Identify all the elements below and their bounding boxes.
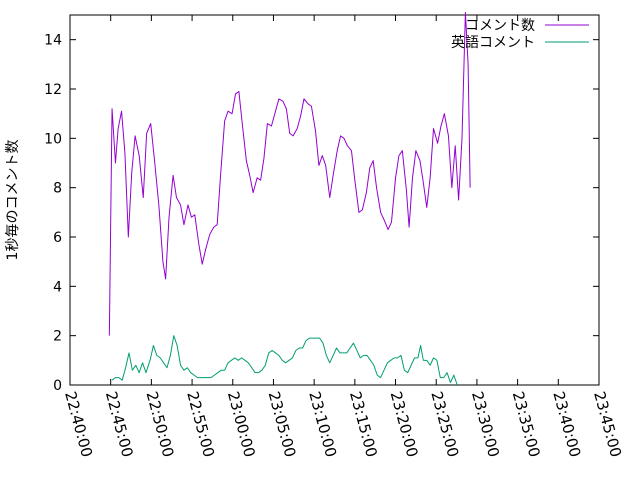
y-tick-label: 0 [53, 378, 62, 394]
series-line-2 [111, 335, 458, 386]
x-tick-label: 23:05:00 [265, 389, 300, 459]
series-line-1 [108, 12, 471, 336]
x-tick-label: 23:15:00 [346, 389, 381, 459]
x-tick-label: 23:10:00 [305, 389, 340, 459]
y-tick-label: 8 [53, 181, 62, 197]
x-tick-label: 22:40:00 [61, 389, 96, 459]
x-tick-label: 23:20:00 [387, 389, 422, 459]
x-tick-label: 23:45:00 [590, 389, 625, 459]
series-lines [108, 12, 471, 386]
x-tick-label: 23:00:00 [224, 389, 259, 459]
legend-label: コメント数 [465, 18, 535, 34]
y-tick-label: 14 [44, 33, 62, 49]
x-tick-label: 23:25:00 [427, 389, 462, 459]
y-tick-label: 2 [53, 329, 62, 345]
y-tick-label: 10 [44, 131, 62, 147]
x-tick-label: 23:35:00 [509, 389, 544, 459]
x-tick-label: 22:45:00 [102, 389, 137, 459]
x-tick-label: 22:50:00 [143, 389, 178, 459]
y-tick-label: 6 [53, 230, 62, 246]
plot-frame [69, 14, 600, 386]
x-tick-label: 22:55:00 [183, 389, 218, 459]
x-tick-label: 23:30:00 [468, 389, 503, 459]
x-tick-label: 23:40:00 [549, 389, 584, 459]
y-tick-label: 12 [44, 82, 62, 98]
x-axis: 22:40:00 22:45:00 22:50:00 22:55:00 23:00:00… [61, 15, 625, 459]
y-axis: 0 2 4 6 8 10 12 14 [44, 33, 599, 394]
legend-label: 英語コメント [451, 34, 535, 51]
y-tick-label: 4 [53, 279, 62, 295]
y-axis-label: 1秒毎のコメント数 [5, 140, 21, 261]
